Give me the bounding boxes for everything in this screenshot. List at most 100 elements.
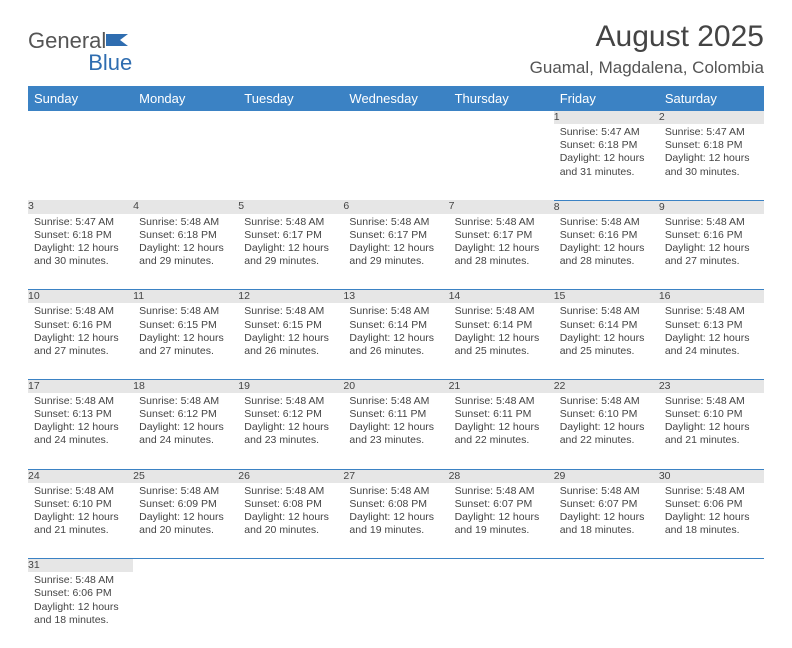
day-cell: [133, 572, 238, 648]
daylight-text: Daylight: 12 hours and 30 minutes.: [665, 152, 758, 178]
day-number: 30: [659, 469, 764, 483]
day-number: [133, 111, 238, 124]
daylight-text: Daylight: 12 hours and 28 minutes.: [560, 242, 653, 268]
sunrise-text: Sunrise: 5:48 AM: [244, 395, 337, 408]
day-number: 14: [449, 290, 554, 304]
daylight-text: Daylight: 12 hours and 29 minutes.: [349, 242, 442, 268]
day-number: 18: [133, 379, 238, 393]
day-number: [343, 559, 448, 573]
day-cell: Sunrise: 5:47 AMSunset: 6:18 PMDaylight:…: [28, 214, 133, 290]
day-number: 20: [343, 379, 448, 393]
sunrise-text: Sunrise: 5:48 AM: [244, 485, 337, 498]
day-cell: Sunrise: 5:48 AMSunset: 6:11 PMDaylight:…: [449, 393, 554, 469]
daylight-text: Daylight: 12 hours and 18 minutes.: [560, 511, 653, 537]
calendar-body: 12Sunrise: 5:47 AMSunset: 6:18 PMDayligh…: [28, 111, 764, 648]
sunset-text: Sunset: 6:09 PM: [139, 498, 232, 511]
sunrise-text: Sunrise: 5:48 AM: [560, 485, 653, 498]
sunrise-text: Sunrise: 5:48 AM: [665, 395, 758, 408]
day-number: 22: [554, 379, 659, 393]
sunrise-text: Sunrise: 5:48 AM: [349, 216, 442, 229]
day-cell: Sunrise: 5:48 AMSunset: 6:18 PMDaylight:…: [133, 214, 238, 290]
day-cell: [133, 124, 238, 200]
day-number: 8: [554, 200, 659, 214]
day-number-row: 24252627282930: [28, 469, 764, 483]
day-number: [238, 559, 343, 573]
calendar-table: Sunday Monday Tuesday Wednesday Thursday…: [28, 86, 764, 648]
day-number: 25: [133, 469, 238, 483]
sunrise-text: Sunrise: 5:48 AM: [560, 216, 653, 229]
daylight-text: Daylight: 12 hours and 27 minutes.: [665, 242, 758, 268]
sunset-text: Sunset: 6:10 PM: [34, 498, 127, 511]
weekday-header: Friday: [554, 86, 659, 111]
day-cell: Sunrise: 5:48 AMSunset: 6:11 PMDaylight:…: [343, 393, 448, 469]
sunset-text: Sunset: 6:14 PM: [349, 319, 442, 332]
weekday-header: Thursday: [449, 86, 554, 111]
sunrise-text: Sunrise: 5:48 AM: [34, 395, 127, 408]
day-number: [28, 111, 133, 124]
sunrise-text: Sunrise: 5:48 AM: [139, 485, 232, 498]
sunrise-text: Sunrise: 5:47 AM: [665, 126, 758, 139]
daylight-text: Daylight: 12 hours and 27 minutes.: [34, 332, 127, 358]
sunrise-text: Sunrise: 5:48 AM: [34, 305, 127, 318]
day-cell: [449, 572, 554, 648]
sunset-text: Sunset: 6:17 PM: [455, 229, 548, 242]
daylight-text: Daylight: 12 hours and 24 minutes.: [665, 332, 758, 358]
day-cell: Sunrise: 5:48 AMSunset: 6:06 PMDaylight:…: [659, 483, 764, 559]
day-number: 23: [659, 379, 764, 393]
day-number: [554, 559, 659, 573]
logo-text: General Blue: [28, 28, 132, 76]
sunset-text: Sunset: 6:17 PM: [349, 229, 442, 242]
sunrise-text: Sunrise: 5:47 AM: [34, 216, 127, 229]
day-cell: [659, 572, 764, 648]
daylight-text: Daylight: 12 hours and 26 minutes.: [244, 332, 337, 358]
day-cell: Sunrise: 5:48 AMSunset: 6:10 PMDaylight:…: [659, 393, 764, 469]
day-number: 24: [28, 469, 133, 483]
sunrise-text: Sunrise: 5:48 AM: [560, 305, 653, 318]
daylight-text: Daylight: 12 hours and 21 minutes.: [34, 511, 127, 537]
weekday-header: Saturday: [659, 86, 764, 111]
day-cell: Sunrise: 5:48 AMSunset: 6:16 PMDaylight:…: [554, 214, 659, 290]
day-number: 1: [554, 111, 659, 124]
day-number: 6: [343, 200, 448, 214]
day-number: 7: [449, 200, 554, 214]
sunset-text: Sunset: 6:18 PM: [560, 139, 653, 152]
weekday-header: Wednesday: [343, 86, 448, 111]
daylight-text: Daylight: 12 hours and 18 minutes.: [665, 511, 758, 537]
day-cell: Sunrise: 5:48 AMSunset: 6:08 PMDaylight:…: [238, 483, 343, 559]
day-number: [133, 559, 238, 573]
day-number: 17: [28, 379, 133, 393]
day-number-row: 3456789: [28, 200, 764, 214]
sunset-text: Sunset: 6:07 PM: [455, 498, 548, 511]
day-cell: Sunrise: 5:48 AMSunset: 6:06 PMDaylight:…: [28, 572, 133, 648]
day-cell: Sunrise: 5:48 AMSunset: 6:16 PMDaylight:…: [659, 214, 764, 290]
sunrise-text: Sunrise: 5:48 AM: [455, 395, 548, 408]
sunrise-text: Sunrise: 5:48 AM: [665, 216, 758, 229]
day-cell: Sunrise: 5:48 AMSunset: 6:08 PMDaylight:…: [343, 483, 448, 559]
weekday-header-row: Sunday Monday Tuesday Wednesday Thursday…: [28, 86, 764, 111]
week-row: Sunrise: 5:48 AMSunset: 6:13 PMDaylight:…: [28, 393, 764, 469]
sunrise-text: Sunrise: 5:48 AM: [455, 216, 548, 229]
sunrise-text: Sunrise: 5:47 AM: [560, 126, 653, 139]
day-cell: Sunrise: 5:48 AMSunset: 6:13 PMDaylight:…: [659, 303, 764, 379]
day-cell: Sunrise: 5:48 AMSunset: 6:14 PMDaylight:…: [449, 303, 554, 379]
daylight-text: Daylight: 12 hours and 27 minutes.: [139, 332, 232, 358]
day-cell: Sunrise: 5:48 AMSunset: 6:12 PMDaylight:…: [133, 393, 238, 469]
day-number: 21: [449, 379, 554, 393]
sunset-text: Sunset: 6:18 PM: [139, 229, 232, 242]
day-cell: Sunrise: 5:48 AMSunset: 6:10 PMDaylight:…: [554, 393, 659, 469]
sunset-text: Sunset: 6:10 PM: [560, 408, 653, 421]
sunset-text: Sunset: 6:16 PM: [560, 229, 653, 242]
header: General Blue August 2025 Guamal, Magdale…: [28, 20, 764, 78]
sunset-text: Sunset: 6:07 PM: [560, 498, 653, 511]
daylight-text: Daylight: 12 hours and 20 minutes.: [139, 511, 232, 537]
day-cell: Sunrise: 5:48 AMSunset: 6:17 PMDaylight:…: [238, 214, 343, 290]
day-number-row: 31: [28, 559, 764, 573]
day-cell: Sunrise: 5:48 AMSunset: 6:16 PMDaylight:…: [28, 303, 133, 379]
sunset-text: Sunset: 6:13 PM: [34, 408, 127, 421]
day-cell: [343, 124, 448, 200]
day-number: 10: [28, 290, 133, 304]
sunset-text: Sunset: 6:12 PM: [244, 408, 337, 421]
daylight-text: Daylight: 12 hours and 22 minutes.: [560, 421, 653, 447]
daylight-text: Daylight: 12 hours and 19 minutes.: [349, 511, 442, 537]
sunset-text: Sunset: 6:14 PM: [560, 319, 653, 332]
